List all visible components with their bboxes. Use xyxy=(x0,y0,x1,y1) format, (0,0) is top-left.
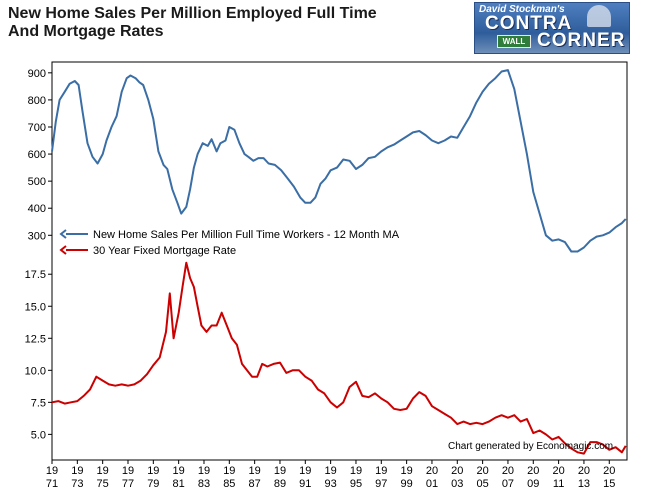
bottom-y-tick-label: 12.5 xyxy=(25,333,46,345)
top-y-tick-label: 800 xyxy=(28,95,46,107)
x-tick-label: 20 13 xyxy=(578,465,590,490)
x-tick-label: 19 77 xyxy=(122,465,134,490)
top-y-tick-label: 400 xyxy=(28,203,46,215)
top-y-tick-label: 600 xyxy=(28,149,46,161)
x-tick-label: 19 93 xyxy=(325,465,337,490)
x-tick-label: 20 09 xyxy=(527,465,539,490)
top-y-tick-label: 300 xyxy=(28,230,46,242)
x-tick-label: 19 87 xyxy=(249,465,261,490)
x-tick-label: 19 91 xyxy=(299,465,311,490)
legend-home-sales-arrow-icon xyxy=(59,229,67,239)
x-tick-label: 20 15 xyxy=(603,465,615,490)
x-tick-label: 19 75 xyxy=(97,465,109,490)
top-y-tick-label: 900 xyxy=(28,68,46,80)
x-tick-label: 20 07 xyxy=(502,465,514,490)
x-tick-label: 20 11 xyxy=(552,465,564,490)
top-y-tick-label: 500 xyxy=(28,176,46,188)
x-tick-label: 19 71 xyxy=(46,465,58,490)
x-tick-label: 19 95 xyxy=(350,465,362,490)
x-tick-label: 20 03 xyxy=(451,465,463,490)
x-tick-label: 19 83 xyxy=(198,465,210,490)
logo-line-3: CORNER xyxy=(537,30,626,51)
chart-title: New Home Sales Per Million Employed Full… xyxy=(8,5,377,40)
capitol-dome-icon xyxy=(587,5,611,27)
chart-credit: Chart generated by Economagic.com xyxy=(448,441,613,452)
contra-corner-logo: David Stockman's CONTRA WALL CORNER xyxy=(474,2,630,54)
bottom-y-tick-label: 5.0 xyxy=(31,429,46,441)
mortgage-rate-series-line xyxy=(51,261,627,455)
bottom-y-tick-label: 15.0 xyxy=(25,301,46,313)
x-tick-label: 19 73 xyxy=(71,465,83,490)
bottom-y-tick-label: 7.5 xyxy=(31,397,46,409)
wall-street-sign-icon: WALL xyxy=(497,35,531,48)
legend-home-sales-label: New Home Sales Per Million Full Time Wor… xyxy=(93,229,400,241)
x-tick-label: 19 97 xyxy=(375,465,387,490)
x-tick-label: 20 05 xyxy=(476,465,488,490)
legend-mortgage-rate-arrow-icon xyxy=(59,245,67,255)
logo-line-2: CONTRA xyxy=(485,13,573,34)
x-tick-label: 19 81 xyxy=(173,465,185,490)
x-tick-label: 19 85 xyxy=(223,465,235,490)
bottom-y-tick-label: 10.0 xyxy=(25,365,46,377)
legend-mortgage-rate-label: 30 Year Fixed Mortgage Rate xyxy=(93,245,236,257)
plot-frame xyxy=(51,61,628,461)
x-tick-label: 19 99 xyxy=(401,465,413,490)
home-sales-series-line xyxy=(51,69,627,253)
x-tick-label: 19 89 xyxy=(274,465,286,490)
x-tick-label: 19 79 xyxy=(147,465,159,490)
top-y-tick-label: 700 xyxy=(28,122,46,134)
logo-line-1: David Stockman's xyxy=(479,4,565,15)
bottom-y-tick-label: 17.5 xyxy=(25,269,46,281)
x-tick-label: 20 01 xyxy=(426,465,438,490)
